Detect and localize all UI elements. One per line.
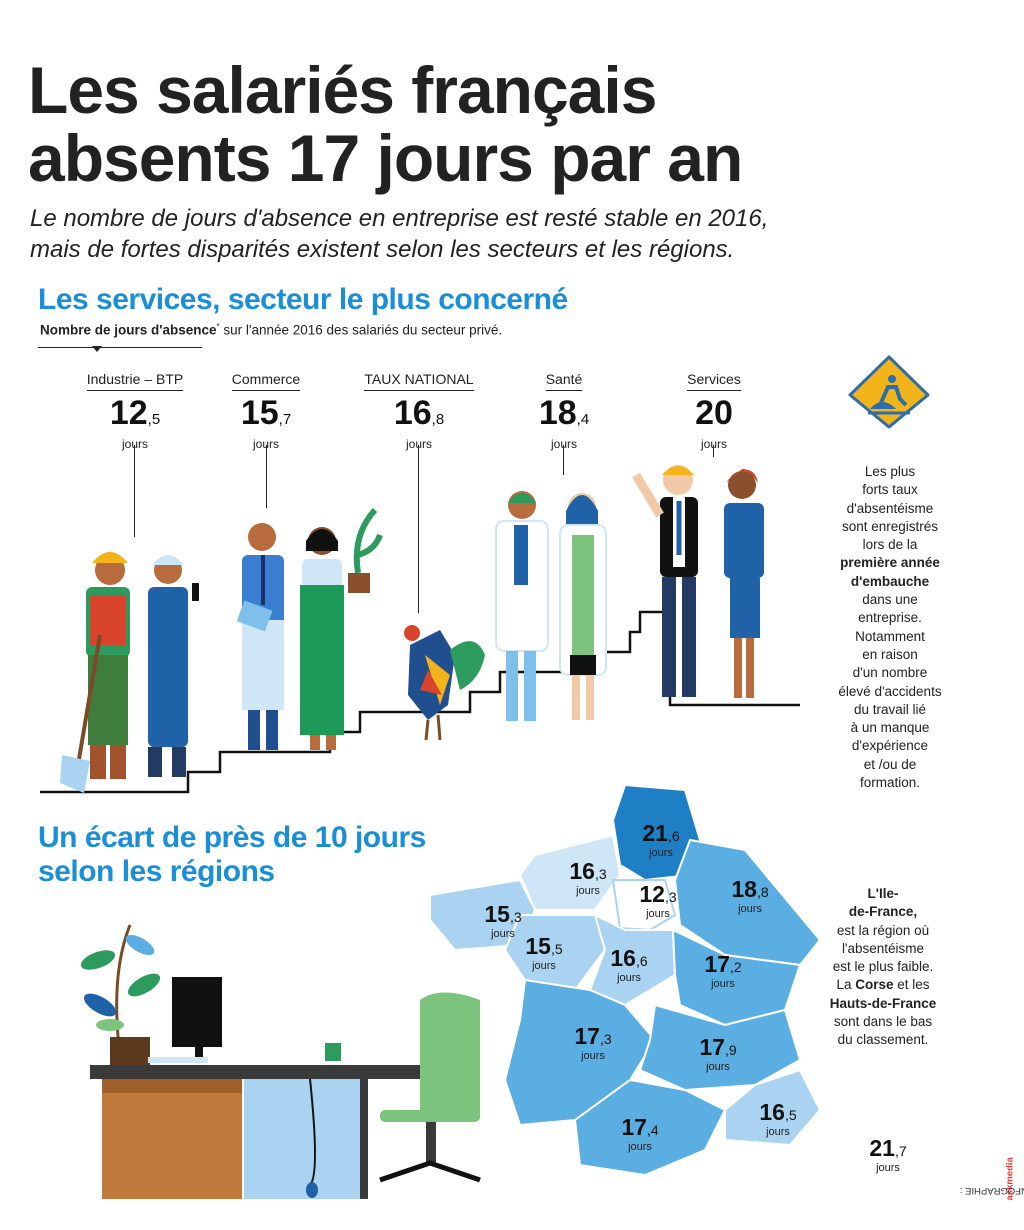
regions-heading: Un écart de près de 10 jours selon les r… (38, 821, 426, 888)
mug-figure (325, 1043, 341, 1061)
region-value-corse: 21,7 jours (869, 1135, 907, 1174)
salesman-figure (236, 523, 284, 750)
caption-underline (38, 347, 202, 348)
region-value-normandie: 16,3 jours (569, 858, 607, 897)
plant-figure (80, 924, 161, 1065)
region-value-paca: 16,5 jours (759, 1099, 797, 1138)
region-value-occitanie: 17,4 jours (621, 1114, 659, 1153)
construction-worker-figure (60, 552, 130, 793)
technician-figure (148, 555, 199, 777)
sector-sante: Santé 18,4 jours (538, 371, 590, 451)
region-ile-de-france (611, 879, 677, 932)
page-title: Les salariés français absents 17 jours p… (28, 53, 743, 195)
sector-commerce: Commerce 15,7 jours (231, 371, 301, 451)
region-value-bretagne: 15,3 jours (484, 901, 522, 940)
sector-services: Services 20 jours (687, 371, 741, 451)
region-value-grand-est: 18,8 jours (731, 876, 769, 915)
region-hauts-de-france (611, 783, 702, 882)
france-map (429, 783, 822, 1177)
office-illustration (80, 924, 481, 1199)
region-value-nouvelle-aquitaine: 17,3 jours (574, 1023, 612, 1062)
region-value-auvergne-rhone-alpes: 17,9 jours (699, 1034, 737, 1073)
region-value-bourgogne: 17,2 jours (704, 951, 742, 990)
page-subtitle: Le nombre de jours d'absence en entrepri… (30, 205, 769, 263)
regions-note: L'Ile- de-France, est la région où l'abs… (829, 886, 937, 1048)
florist-figure (300, 507, 383, 750)
connector-line (266, 445, 267, 508)
doctor-figure (495, 491, 549, 721)
sectors-note: Les plus forts taux d'absentéisme sont e… (838, 464, 942, 791)
nurse-figure (559, 493, 607, 720)
connector-line (134, 445, 135, 537)
sector-industrie-btp: Industrie – BTP 12,5 jours (86, 371, 184, 451)
desk-figure (90, 1065, 460, 1199)
businesswoman-figure (724, 469, 764, 698)
sectors-caption: Nombre de jours d'absence* sur l'année 2… (40, 322, 503, 338)
businessman-figure (632, 465, 698, 697)
region-normandie (518, 833, 622, 911)
office-chair-figure (379, 992, 481, 1183)
source-note: *(ARRÊT MALADIE, ACCIDENT DU TRAVAIL, MA… (959, 1157, 1024, 1201)
sectors-heading: Les services, secteur le plus concerné (38, 283, 568, 316)
connector-line (418, 445, 419, 613)
sector-taux-national: TAUX NATIONAL 16,8 jours (364, 371, 474, 451)
region-value-ile-de-france: 12,3 jours (639, 881, 677, 920)
connector-line (563, 445, 564, 475)
caption-notch (92, 346, 102, 352)
monitor-figure (148, 977, 222, 1063)
region-paca (724, 1068, 822, 1147)
region-value-centre: 16,6 jours (610, 945, 648, 984)
connector-line (713, 445, 714, 457)
region-value-hauts-de-france: 21,6 jours (642, 820, 680, 859)
region-occitanie (573, 1078, 727, 1177)
region-centre (588, 913, 677, 1007)
rooster-figure (404, 625, 485, 741)
stairs-line (40, 592, 800, 794)
region-value-pays-de-la-loire: 15,5 jours (525, 933, 563, 972)
sectors-illustration (40, 465, 800, 794)
roadwork-sign-icon (848, 355, 930, 429)
